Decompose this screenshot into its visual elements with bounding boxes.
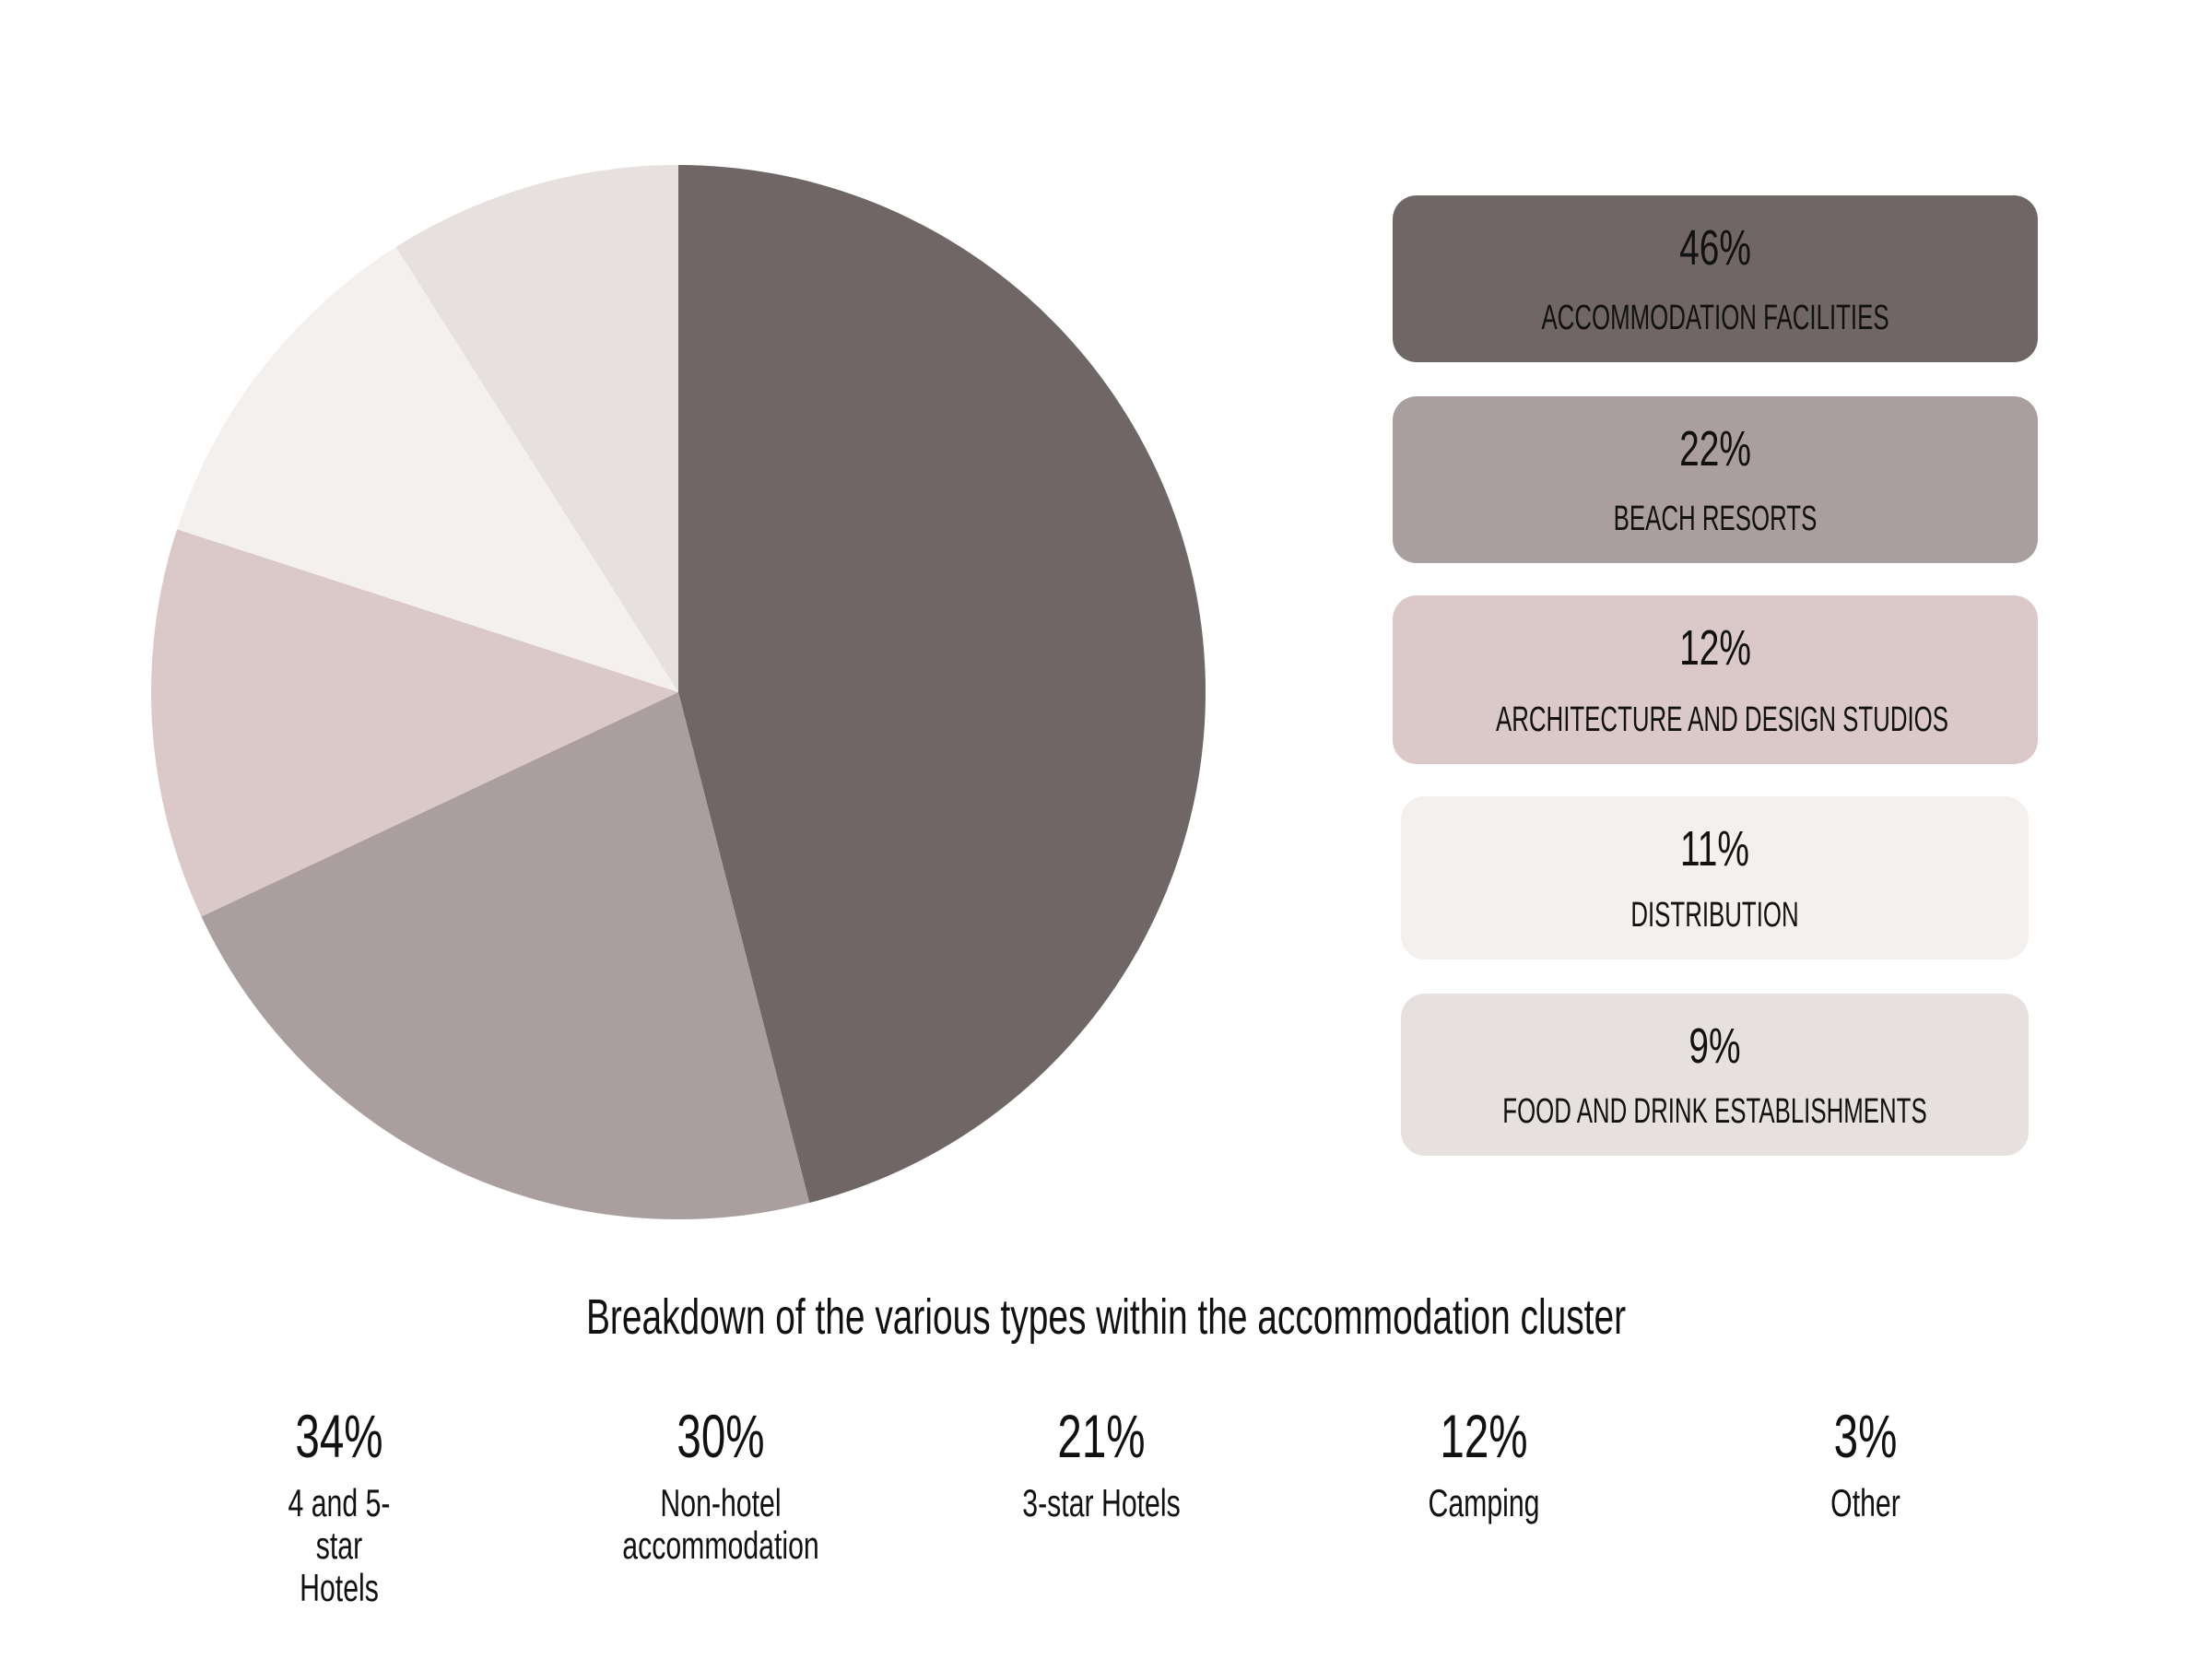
legend-percent: 9% [1688,1018,1741,1074]
pie-chart [151,165,1206,1219]
pie-slice [678,165,1206,1204]
breakdown-stat: 30% Non-hotel accommodation [490,1401,951,1567]
pie-slice [395,165,678,692]
breakdown-label: Camping [1428,1481,1540,1524]
breakdown-percent: 12% [1440,1402,1528,1470]
breakdown-percent: 34% [295,1402,383,1470]
breakdown-label: Other [1830,1481,1900,1524]
legend-percent: 46% [1679,220,1751,276]
breakdown-stat: 34% 4 and 5-star Hotels [109,1401,570,1609]
pie-slice [151,529,679,917]
legend-percent: 11% [1680,821,1749,877]
legend-label: BEACH RESORTS [1613,500,1818,538]
breakdown-label: Non-hotel accommodation [622,1481,819,1567]
breakdown-percent: 21% [1057,1402,1146,1470]
legend-label: ARCHITECTURE AND DESIGN STUDIOS [1496,700,1949,739]
legend-item: 11% DISTRIBUTION [1401,796,2029,959]
legend-item: 9% FOOD AND DRINK ESTABLISHMENTS [1401,994,2029,1156]
pie-slice [201,692,810,1219]
legend-percent: 22% [1679,421,1751,477]
pie-slice [176,247,678,692]
breakdown-label: 3-star Hotels [1022,1481,1181,1524]
legend-label: ACCOMMODATION FACILITIES [1541,299,1889,337]
breakdown-percent: 30% [677,1402,765,1470]
legend-item: 46% ACCOMMODATION FACILITIES [1393,195,2038,362]
legend-item: 12% ARCHITECTURE AND DESIGN STUDIOS [1393,595,2038,764]
legend-label: FOOD AND DRINK ESTABLISHMENTS [1502,1092,1927,1131]
legend-item: 22% BEACH RESORTS [1393,396,2038,563]
breakdown-percent: 3% [1833,1402,1898,1470]
breakdown-stat: 21% 3-star Hotels [871,1401,1332,1524]
breakdown-stat: 12% Camping [1253,1401,1714,1524]
breakdown-label: 4 and 5-star Hotels [288,1481,391,1609]
legend-percent: 12% [1679,620,1751,676]
legend-label: DISTRIBUTION [1630,896,1799,935]
breakdown-stat: 3% Other [1635,1401,2096,1524]
chart-title: Breakdown of the various types within th… [585,1289,1627,1345]
